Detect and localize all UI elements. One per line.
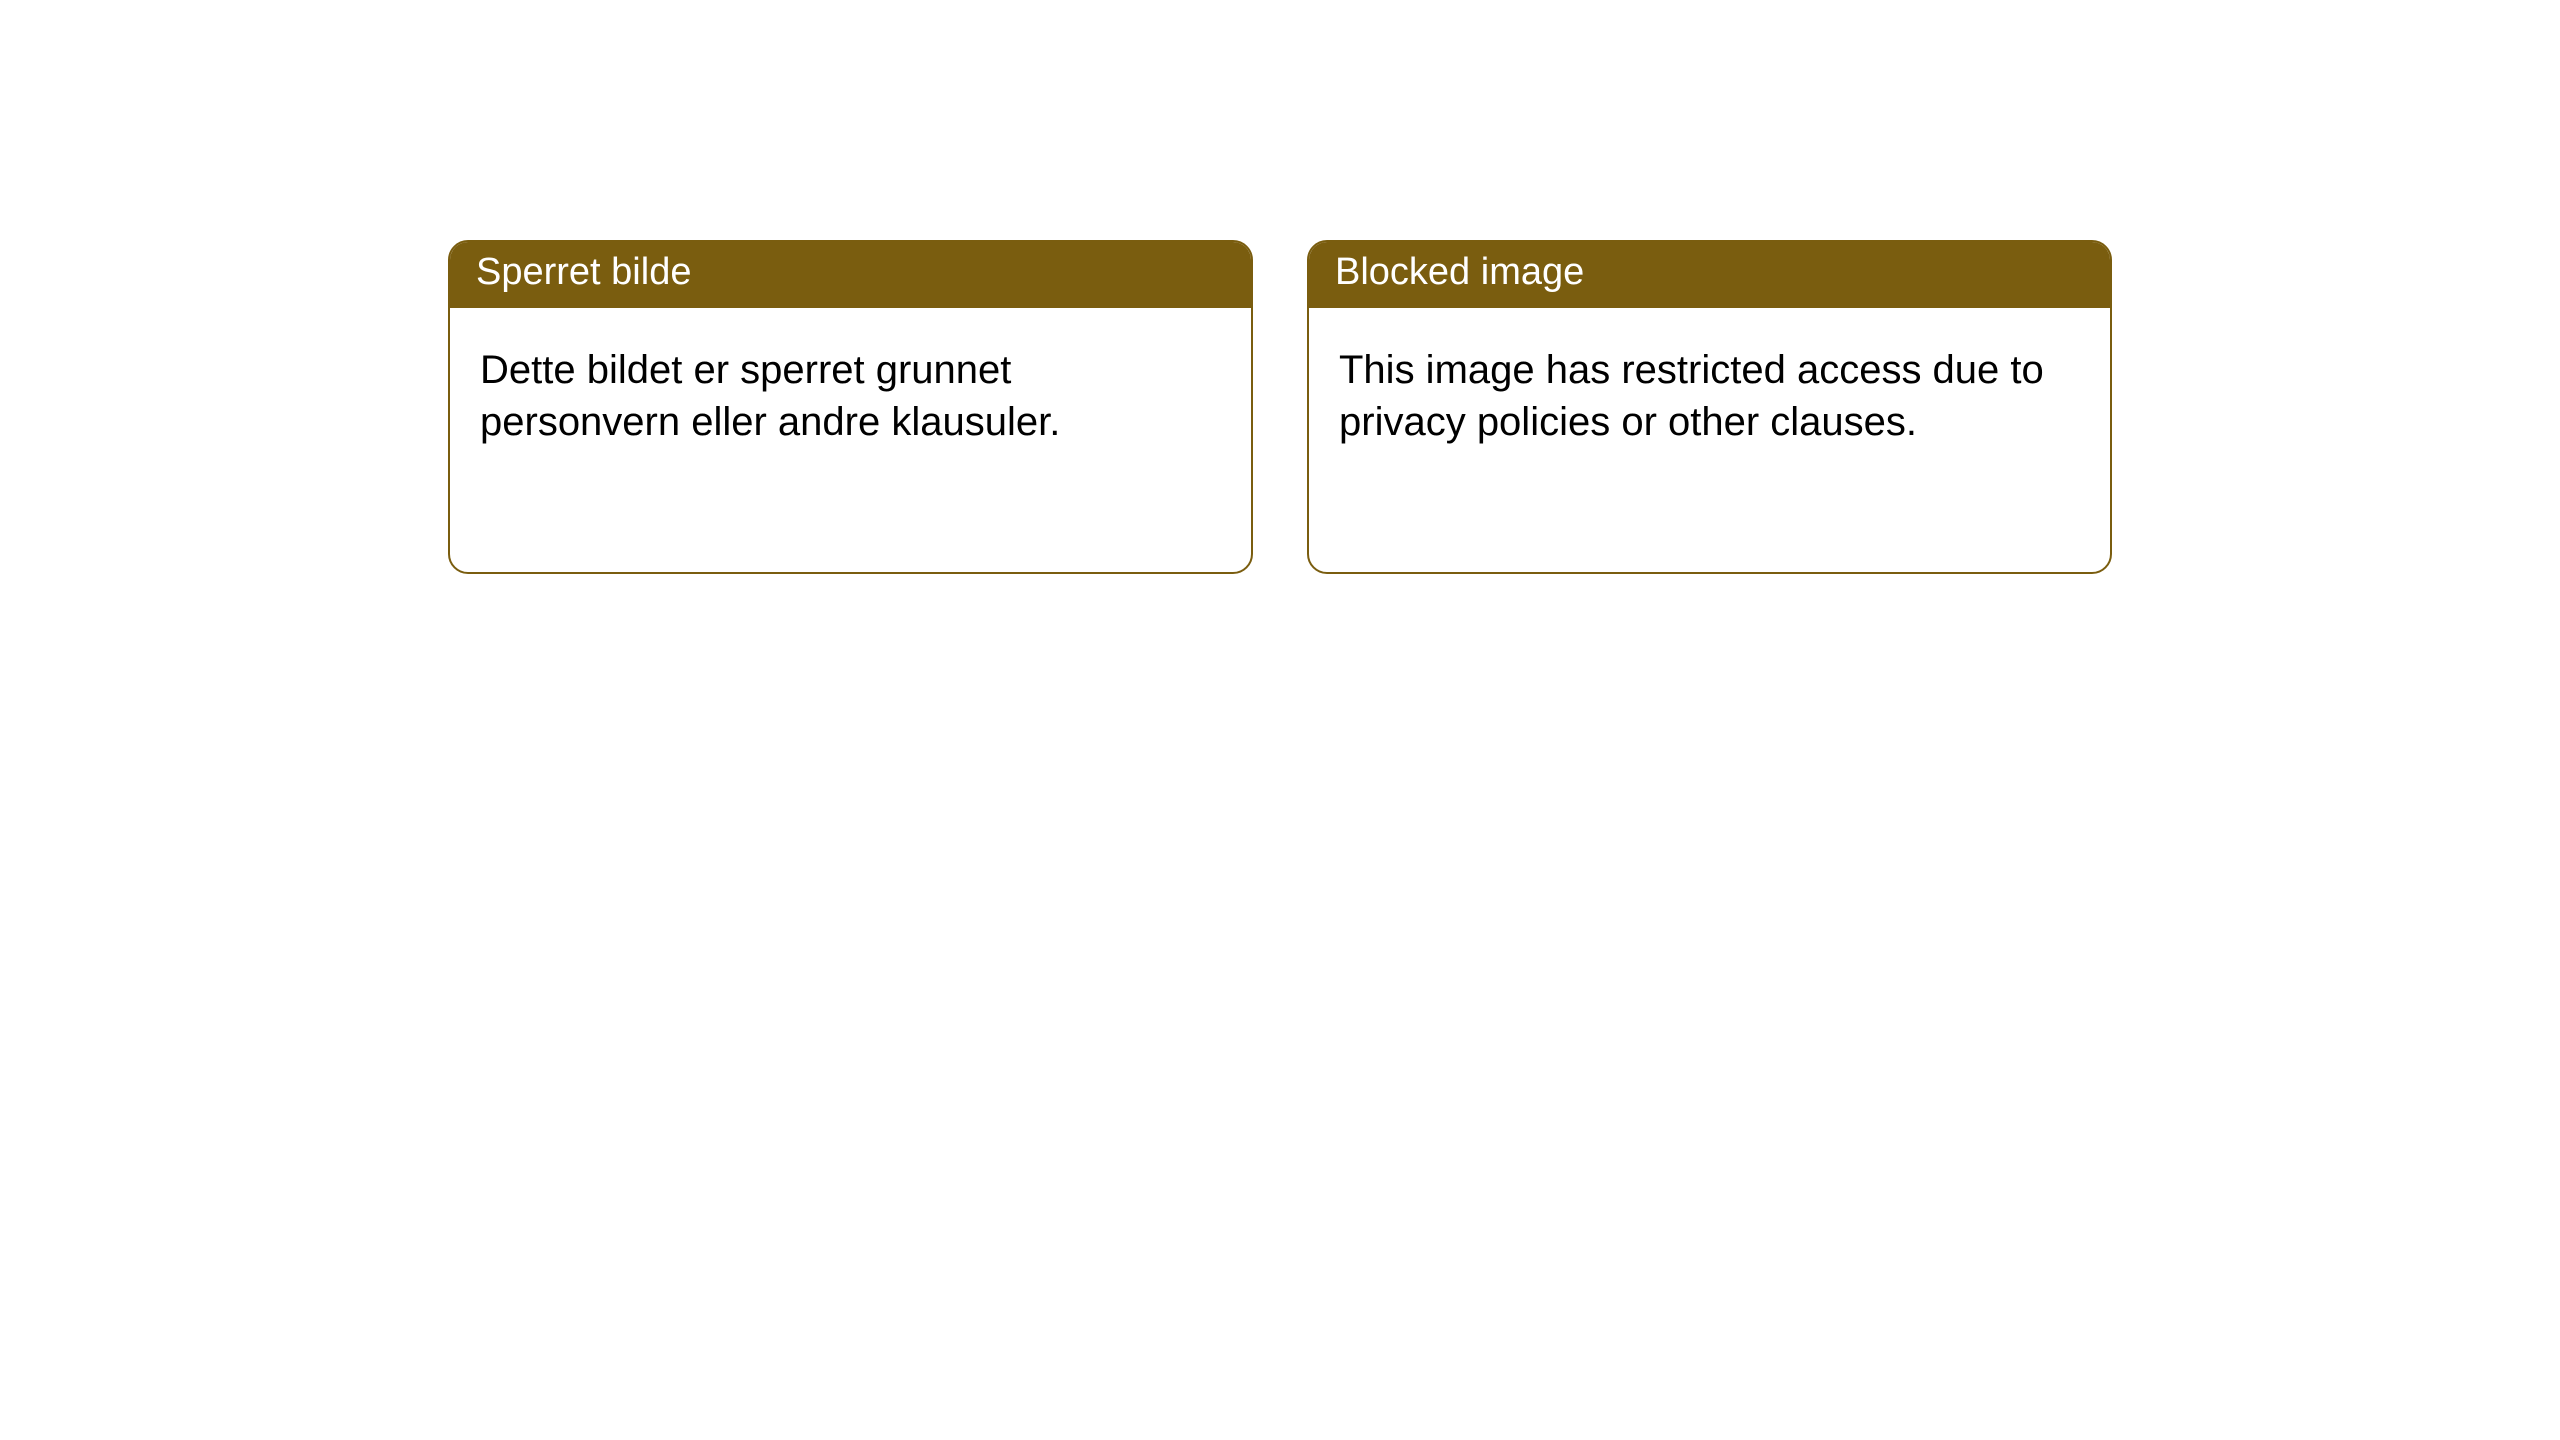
notice-title: Blocked image <box>1335 251 1584 293</box>
notice-card-english: Blocked image This image has restricted … <box>1307 240 2112 574</box>
notice-body: Dette bildet er sperret grunnet personve… <box>450 308 1251 484</box>
notice-text: This image has restricted access due to … <box>1339 348 2044 444</box>
notice-title: Sperret bilde <box>476 251 691 293</box>
notice-container: Sperret bilde Dette bildet er sperret gr… <box>0 0 2560 574</box>
notice-header: Blocked image <box>1309 242 2110 308</box>
notice-header: Sperret bilde <box>450 242 1251 308</box>
notice-body: This image has restricted access due to … <box>1309 308 2110 484</box>
notice-text: Dette bildet er sperret grunnet personve… <box>480 348 1060 444</box>
notice-card-norwegian: Sperret bilde Dette bildet er sperret gr… <box>448 240 1253 574</box>
